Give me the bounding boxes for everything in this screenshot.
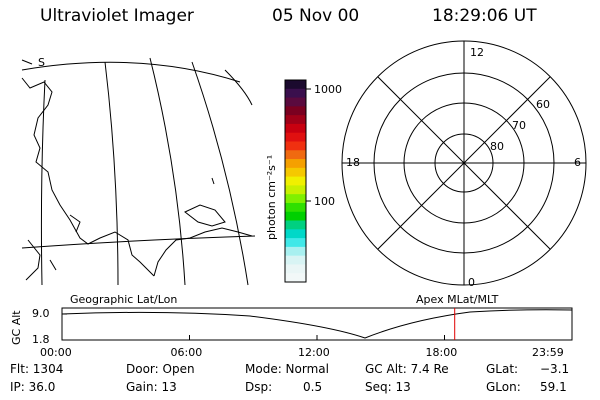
polar-label-12: 12 — [470, 46, 484, 59]
colorbar-segment — [285, 220, 306, 230]
polar-diagonal-2 — [377, 76, 551, 250]
map-meridian-2 — [104, 61, 119, 286]
map-coastline-west — [21, 77, 155, 277]
timeline-y-axis-label: GC Alt — [10, 310, 23, 345]
colorbar-frame — [284, 79, 307, 283]
colorbar-segment — [285, 106, 306, 116]
polar-label-lat-60: 60 — [536, 98, 550, 111]
colorbar-segment — [285, 150, 306, 160]
glat-value: −3.1 — [540, 362, 570, 376]
map-label-s: S — [38, 56, 45, 69]
glat-label: GLat: — [486, 362, 519, 376]
x-tick-label: 18:00 — [425, 346, 458, 359]
colorbar-segment — [285, 141, 306, 151]
map-meridian-1 — [40, 79, 46, 286]
timeline-panel — [61, 307, 573, 341]
map-lat-arc-top — [21, 61, 241, 83]
altitude-curve — [61, 309, 573, 339]
polar-plot — [341, 40, 587, 286]
colorbar-segment — [285, 185, 306, 195]
mode-readout: Mode: Normal — [245, 362, 329, 376]
colorbar-segment — [285, 159, 306, 169]
date-readout: 05 Nov 00 — [272, 6, 360, 26]
map-coastline-east — [153, 227, 253, 277]
seq-readout: Seq: 13 — [365, 380, 411, 394]
x-tick-label: 23:59 — [532, 346, 564, 359]
polar-label-18: 18 — [346, 156, 360, 169]
colorbar-segment — [285, 238, 306, 248]
map-island-2 — [25, 239, 41, 281]
x-tick-label: 12:00 — [298, 346, 330, 359]
time-readout: 18:29:06 UT — [432, 6, 537, 26]
dsp-value: 0.5 — [303, 380, 323, 394]
glon-label: GLon: — [486, 380, 521, 394]
map-edge-top — [21, 59, 33, 65]
colorbar-segment — [285, 264, 306, 274]
map-dot-2 — [49, 259, 57, 271]
dsp-label: Dsp: — [245, 380, 273, 394]
colorbar-segment — [285, 115, 306, 125]
map-island-1 — [184, 204, 226, 227]
glon-value: 59.1 — [540, 380, 567, 394]
timeline-right-label: Apex MLat/MLT — [416, 293, 499, 306]
map-meridian-4 — [191, 61, 249, 286]
colorbar — [285, 80, 306, 283]
polar-label-0: 0 — [468, 276, 475, 289]
map-lat-arc-bottom — [21, 235, 256, 249]
app-title: Ultraviolet Imager — [40, 6, 194, 26]
map-meridian-5 — [224, 69, 253, 106]
polar-label-lat-80: 80 — [490, 140, 504, 153]
colorbar-segment — [285, 132, 306, 143]
flight-readout: Flt: 1304 — [10, 362, 64, 376]
polar-label-6: 6 — [574, 156, 581, 169]
colorbar-segment — [285, 273, 306, 283]
colorbar-segment — [285, 176, 306, 186]
colorbar-segment — [285, 255, 306, 266]
colorbar-segment — [285, 80, 306, 90]
map-dot-1 — [211, 177, 215, 185]
colorbar-label-1000: 1000 — [314, 83, 342, 96]
colorbar-segment — [285, 202, 306, 213]
geographic-map — [21, 57, 256, 286]
gc-alt-readout: GC Alt: 7.4 Re — [365, 362, 449, 376]
colorbar-segment — [285, 88, 306, 99]
map-meridian-3 — [149, 57, 186, 286]
colorbar-segment — [285, 97, 306, 107]
x-tick-label: 00:00 — [40, 346, 72, 359]
ip-readout: IP: 36.0 — [10, 380, 56, 394]
colorbar-unit-label: photon cm⁻²s⁻¹ — [265, 154, 278, 240]
colorbar-segment — [285, 246, 306, 257]
timeline-left-label: Geographic Lat/Lon — [70, 293, 178, 306]
gain-readout: Gain: 13 — [126, 380, 177, 394]
timeline-y-bottom: 1.8 — [32, 333, 50, 346]
colorbar-segment — [285, 123, 306, 134]
map-island-3 — [69, 214, 81, 233]
x-tick-label: 06:00 — [170, 346, 203, 359]
colorbar-label-100: 100 — [314, 195, 335, 208]
colorbar-segment — [285, 194, 306, 204]
polar-label-lat-70: 70 — [512, 119, 526, 132]
x-tick-marks — [61, 335, 573, 340]
colorbar-segment — [285, 167, 306, 178]
colorbar-segment — [285, 229, 306, 239]
door-readout: Door: Open — [126, 362, 195, 376]
colorbar-segment — [285, 211, 306, 222]
timeline-y-top: 9.0 — [32, 307, 50, 320]
